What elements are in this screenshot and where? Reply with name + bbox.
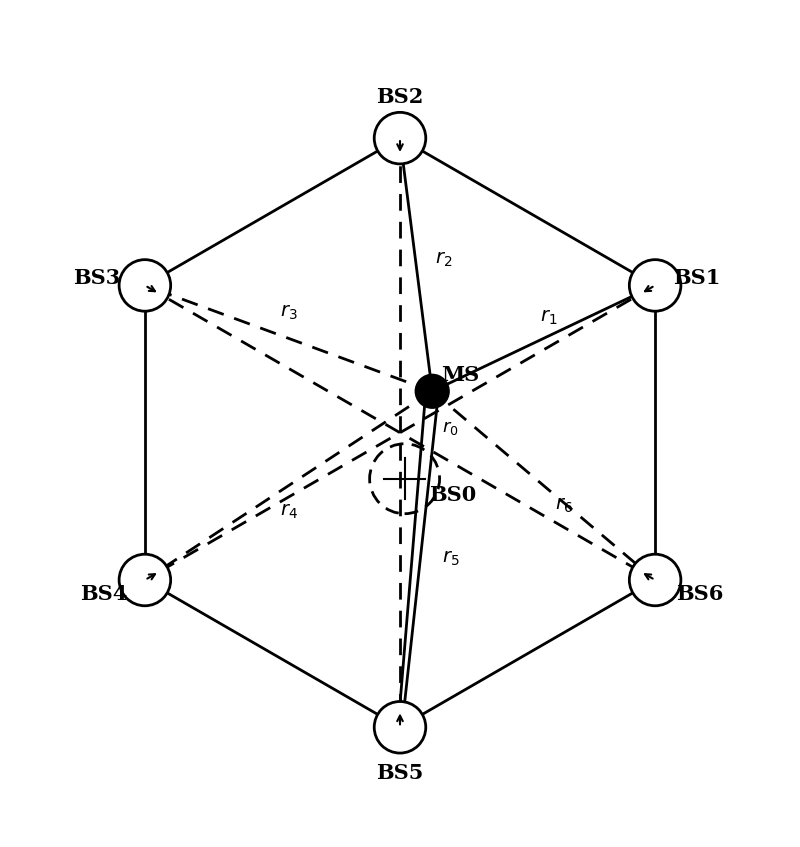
Circle shape (119, 260, 170, 311)
Text: $r_0$: $r_0$ (442, 418, 459, 437)
Circle shape (374, 113, 426, 164)
Circle shape (630, 554, 681, 606)
Circle shape (416, 374, 449, 408)
Circle shape (119, 554, 170, 606)
Text: $r_4$: $r_4$ (280, 502, 298, 521)
Text: $r_6$: $r_6$ (555, 496, 573, 515)
Text: BS1: BS1 (673, 268, 720, 288)
Text: $r_5$: $r_5$ (442, 551, 460, 568)
Text: BS3: BS3 (74, 268, 121, 288)
Text: BS5: BS5 (376, 763, 424, 783)
Text: BS2: BS2 (376, 86, 424, 107)
Text: BS0: BS0 (429, 485, 476, 506)
Circle shape (374, 701, 426, 753)
Text: MS: MS (441, 365, 479, 385)
Circle shape (630, 260, 681, 311)
Text: $r_2$: $r_2$ (435, 251, 452, 269)
Text: $r_3$: $r_3$ (280, 303, 298, 322)
Text: $r_1$: $r_1$ (539, 309, 557, 327)
Text: BS4: BS4 (80, 584, 127, 604)
Text: BS6: BS6 (676, 584, 723, 604)
